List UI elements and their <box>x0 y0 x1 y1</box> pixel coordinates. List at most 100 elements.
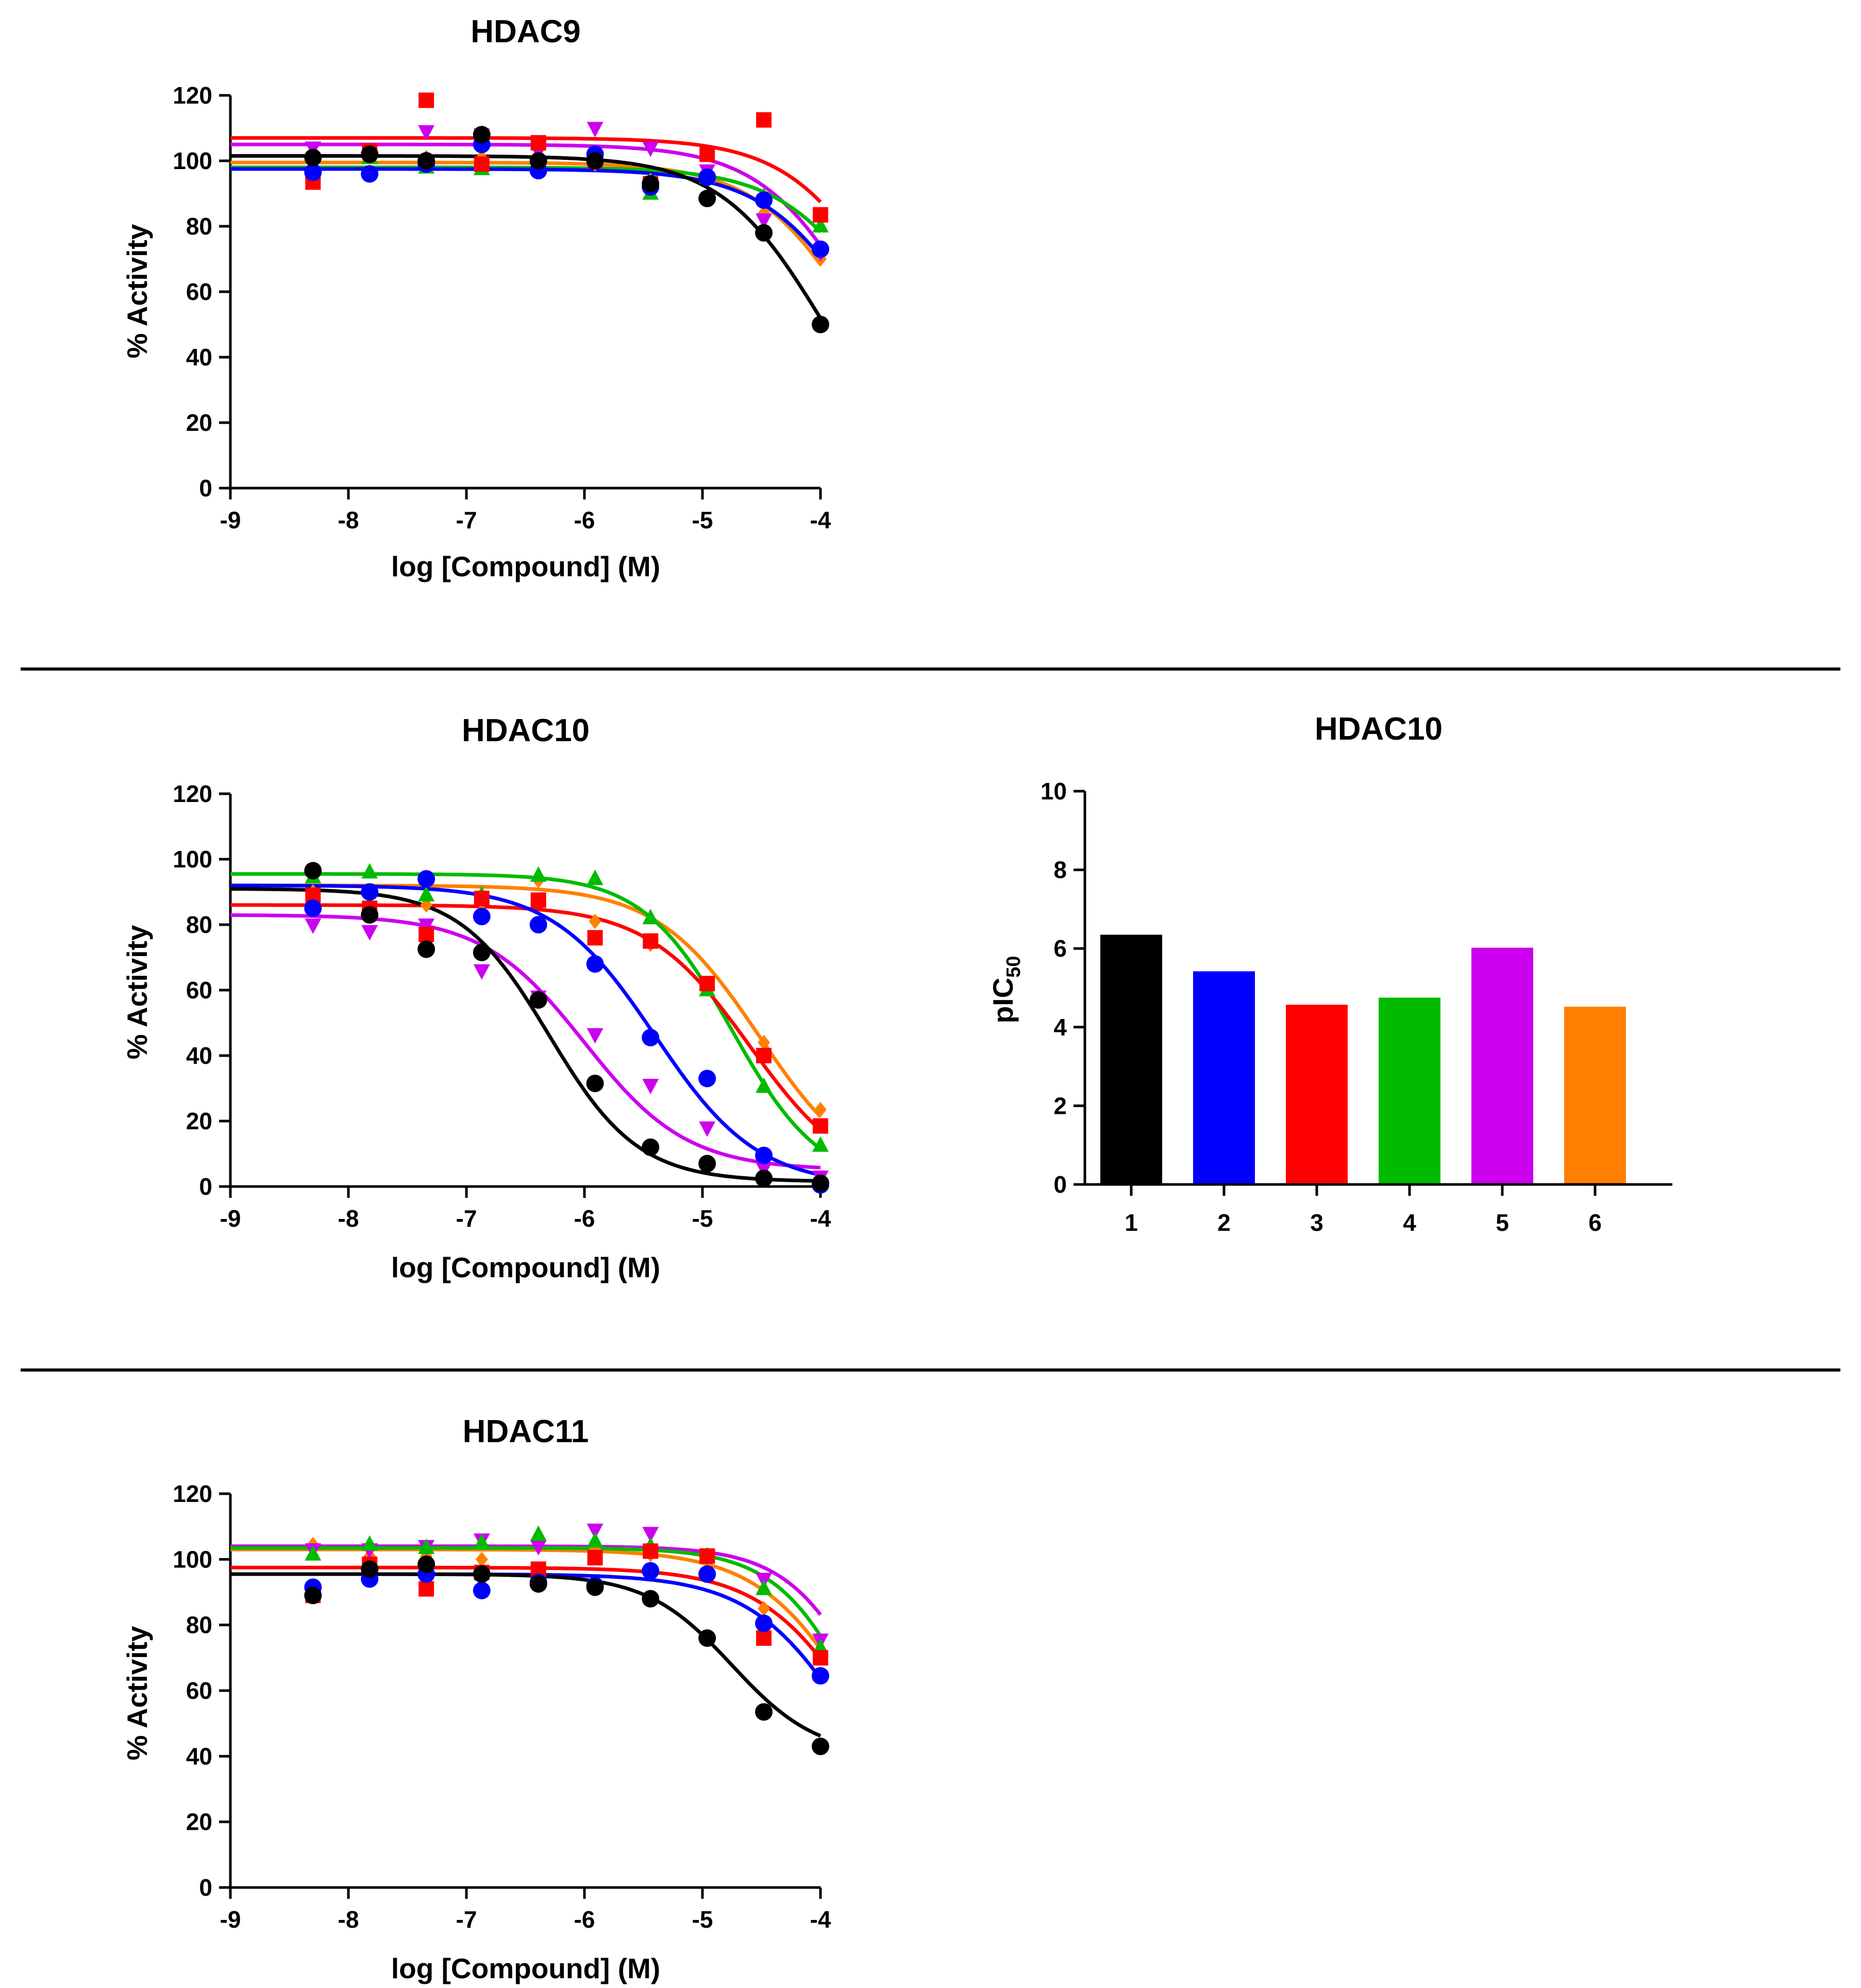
data-point-square <box>530 135 546 151</box>
y-tick-label: 120 <box>173 780 212 807</box>
y-tick-label: 20 <box>186 1108 212 1134</box>
y-tick-label: 0 <box>1053 1171 1067 1198</box>
y-tick-label: 60 <box>186 1677 212 1704</box>
data-point-square <box>756 1048 772 1063</box>
fit-curve-blue <box>230 167 822 258</box>
x-tick-label: 4 <box>1403 1209 1416 1236</box>
data-point-square <box>418 92 434 108</box>
bar-4 <box>1379 997 1440 1184</box>
chart-hdac10-bars: HDAC10 pIC50 1 2 3 4 5 6 0 2 4 6 8 10 <box>987 711 1672 1236</box>
data-point-inverted-triangle <box>586 1524 603 1540</box>
data-point-circle <box>473 943 491 961</box>
data-point-diamond <box>758 1034 770 1050</box>
data-point-circle <box>529 152 547 170</box>
data-point-triangle <box>756 1579 773 1595</box>
data-point-triangle <box>530 866 547 882</box>
data-point-inverted-triangle <box>642 141 659 157</box>
y-tick-label: 0 <box>199 1874 212 1901</box>
x-axis-title: log [Compound] (M) <box>391 1251 660 1283</box>
data-point-circle <box>529 991 547 1009</box>
data-point-square <box>699 976 715 992</box>
data-point-inverted-triangle <box>586 122 603 138</box>
fit-curve-green <box>230 1546 822 1637</box>
y-tick-label: 2 <box>1053 1092 1067 1119</box>
data-point-triangle <box>586 1532 603 1548</box>
y-tick-label: 40 <box>186 1743 212 1769</box>
data-point-circle <box>755 1170 773 1188</box>
data-point-inverted-triangle <box>418 125 435 141</box>
data-point-triangle <box>305 1545 322 1561</box>
data-point-circle <box>304 148 322 166</box>
data-point-circle <box>529 1575 547 1593</box>
data-point-triangle <box>361 863 378 879</box>
data-point-square <box>643 1543 659 1559</box>
data-point-circle <box>586 1074 604 1092</box>
y-tick-label: 60 <box>186 278 212 305</box>
data-point-square <box>474 891 490 907</box>
x-tick-label: 1 <box>1125 1209 1138 1236</box>
data-point-circle <box>698 1565 716 1583</box>
y-axis-title-subscript: 50 <box>1003 956 1025 978</box>
y-tick-label: 0 <box>199 1173 212 1200</box>
fit-curve-green <box>230 872 822 1150</box>
data-point-circle <box>812 315 829 333</box>
data-point-circle <box>361 165 379 183</box>
data-point-circle <box>698 1070 716 1088</box>
data-point-triangle <box>812 217 829 232</box>
data-point-square <box>813 1118 828 1134</box>
x-tick-label: -8 <box>338 507 359 533</box>
data-point-triangle <box>756 1077 773 1093</box>
data-point-diamond <box>758 1600 770 1616</box>
data-point-triangle <box>812 1136 829 1152</box>
fit-curve-red <box>230 136 822 204</box>
chart-title: HDAC9 <box>471 14 581 49</box>
y-axis-title: pIC50 <box>987 956 1025 1024</box>
data-point-triangle <box>418 886 435 901</box>
y-tick-label: 0 <box>199 475 212 502</box>
data-point-square <box>813 1650 828 1666</box>
data-point-circle <box>473 908 491 926</box>
y-tick-label: 80 <box>186 213 212 240</box>
y-tick-label: 6 <box>1053 935 1067 962</box>
data-point-triangle <box>418 1539 435 1555</box>
data-point-inverted-triangle <box>699 1121 716 1137</box>
y-tick-label: 100 <box>173 147 212 174</box>
fit-curve-orange <box>230 160 822 266</box>
data-point-circle <box>417 152 435 170</box>
x-tick-label: -4 <box>810 507 831 533</box>
data-point-circle <box>755 1614 773 1632</box>
bar-3 <box>1286 1005 1348 1184</box>
fit-curve-black <box>230 154 822 320</box>
data-point-inverted-triangle <box>305 918 322 934</box>
y-tick-label: 20 <box>186 1809 212 1835</box>
x-tick-label: -5 <box>692 507 713 533</box>
fit-curve-magenta <box>230 913 821 1170</box>
fit-curve-black <box>230 887 821 1183</box>
chart-title: HDAC11 <box>463 1414 589 1449</box>
data-point-triangle <box>530 1525 547 1541</box>
data-point-triangle <box>586 870 603 886</box>
data-point-square <box>699 146 715 162</box>
y-tick-label: 100 <box>173 1546 212 1573</box>
x-tick-label: -7 <box>456 1906 477 1933</box>
bar-2 <box>1193 971 1255 1184</box>
y-tick-label: 10 <box>1041 778 1067 805</box>
y-tick-label: 80 <box>186 911 212 938</box>
y-axis-title: % Activity <box>121 925 153 1059</box>
chart-hdac10-curves: HDAC10 % Activity log [Compound] (M) 0 20… <box>121 713 831 1283</box>
data-point-inverted-triangle <box>530 1540 547 1556</box>
data-point-diamond <box>475 1551 488 1567</box>
data-point-square <box>699 1548 715 1564</box>
y-tick-label: 4 <box>1053 1014 1067 1041</box>
x-tick-label: -5 <box>692 1205 713 1232</box>
data-point-square <box>418 1581 434 1597</box>
data-point-circle <box>755 191 773 209</box>
data-point-circle <box>698 168 716 186</box>
chart-title: HDAC10 <box>1315 711 1443 747</box>
data-point-square <box>418 927 434 943</box>
y-tick-label: 40 <box>186 344 212 371</box>
x-tick-label: -8 <box>338 1205 359 1232</box>
data-point-circle <box>529 916 547 933</box>
data-point-triangle <box>473 1533 490 1549</box>
